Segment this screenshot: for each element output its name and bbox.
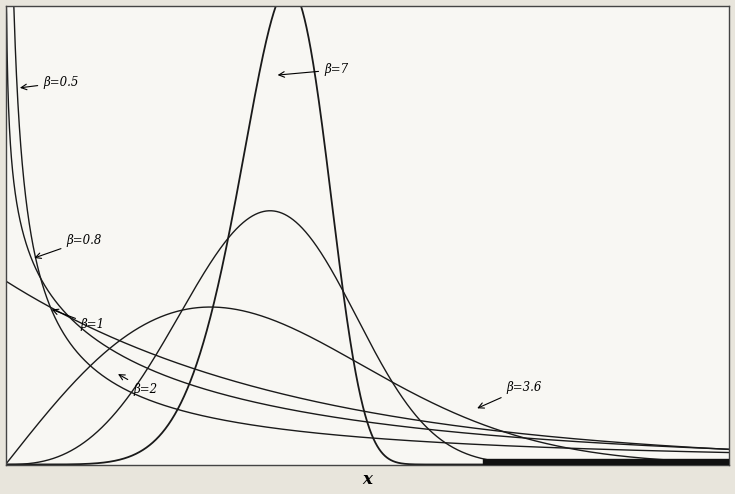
- X-axis label: x: x: [362, 471, 373, 489]
- Text: β=1: β=1: [53, 309, 105, 331]
- Text: β=7: β=7: [279, 63, 348, 77]
- Text: β=0.8: β=0.8: [35, 234, 101, 258]
- Text: β=2: β=2: [119, 374, 157, 396]
- Bar: [484, 459, 729, 470]
- Text: β=0.5: β=0.5: [21, 76, 79, 90]
- Text: β=3.6: β=3.6: [478, 381, 542, 408]
